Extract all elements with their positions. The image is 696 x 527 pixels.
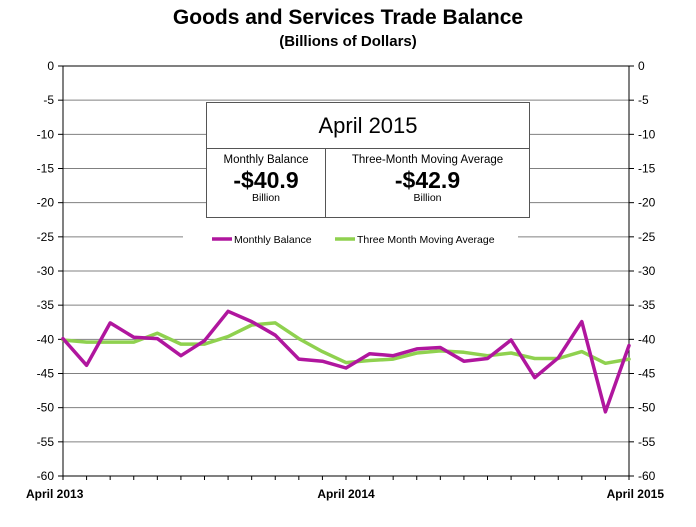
callout-heading: April 2015 (207, 103, 529, 149)
legend-label-average: Three Month Moving Average (357, 234, 495, 246)
summary-callout: April 2015 Monthly Balance -$40.9 Billio… (206, 102, 530, 218)
monthly-balance-panel: Monthly Balance -$40.9 Billion (207, 149, 326, 217)
y-tick-label-left: -25 (37, 230, 55, 244)
legend-label-monthly: Monthly Balance (234, 234, 312, 246)
y-tick-label-right: -20 (638, 196, 656, 210)
y-tick-label-right: -30 (638, 264, 656, 278)
y-tick-label-left: -60 (37, 469, 55, 483)
y-tick-label-left: -35 (37, 298, 55, 312)
y-tick-label-left: -20 (37, 196, 55, 210)
y-tick-label-right: -60 (638, 469, 656, 483)
moving-average-line (61, 321, 631, 366)
moving-average-panel: Three-Month Moving Average -$42.9 Billio… (326, 149, 529, 217)
x-tick-label: April 2014 (317, 487, 375, 501)
monthly-balance-label: Monthly Balance (223, 154, 309, 166)
moving-average-value: -$42.9 (394, 167, 461, 193)
y-tick-label-left: -50 (37, 401, 55, 415)
moving-average-label: Three-Month Moving Average (351, 154, 504, 166)
y-tick-label-left: -40 (37, 332, 55, 346)
y-tick-label-right: -40 (638, 332, 656, 346)
y-tick-label-right: 0 (638, 59, 645, 73)
y-tick-label-left: -15 (37, 162, 55, 176)
x-tick-label: April 2015 (607, 487, 665, 501)
monthly-balance-unit: Billion (251, 192, 280, 204)
y-tick-label-right: -35 (638, 298, 656, 312)
y-tick-label-right: -50 (638, 401, 656, 415)
y-tick-label-right: -15 (638, 162, 656, 176)
y-tick-label-right: -45 (638, 367, 656, 381)
y-tick-label-left: -55 (37, 435, 55, 449)
y-tick-label-left: -45 (37, 367, 55, 381)
y-tick-label-left: -5 (43, 93, 54, 107)
y-tick-label-right: -25 (638, 230, 656, 244)
chart-title: Goods and Services Trade Balance (172, 6, 524, 29)
y-tick-label-left: -10 (37, 127, 55, 141)
y-tick-label-right: -10 (638, 127, 656, 141)
y-tick-label-right: -5 (638, 93, 649, 107)
monthly-balance-value: -$40.9 (233, 167, 299, 193)
monthly-balance-line (61, 309, 631, 414)
y-tick-label-left: -30 (37, 264, 55, 278)
y-tick-label-left: 0 (47, 59, 54, 73)
chart-subtitle: (Billions of Dollars) (279, 33, 417, 50)
x-tick-label: April 2013 (26, 487, 84, 501)
moving-average-unit: Billion (413, 192, 442, 204)
y-tick-label-right: -55 (638, 435, 656, 449)
